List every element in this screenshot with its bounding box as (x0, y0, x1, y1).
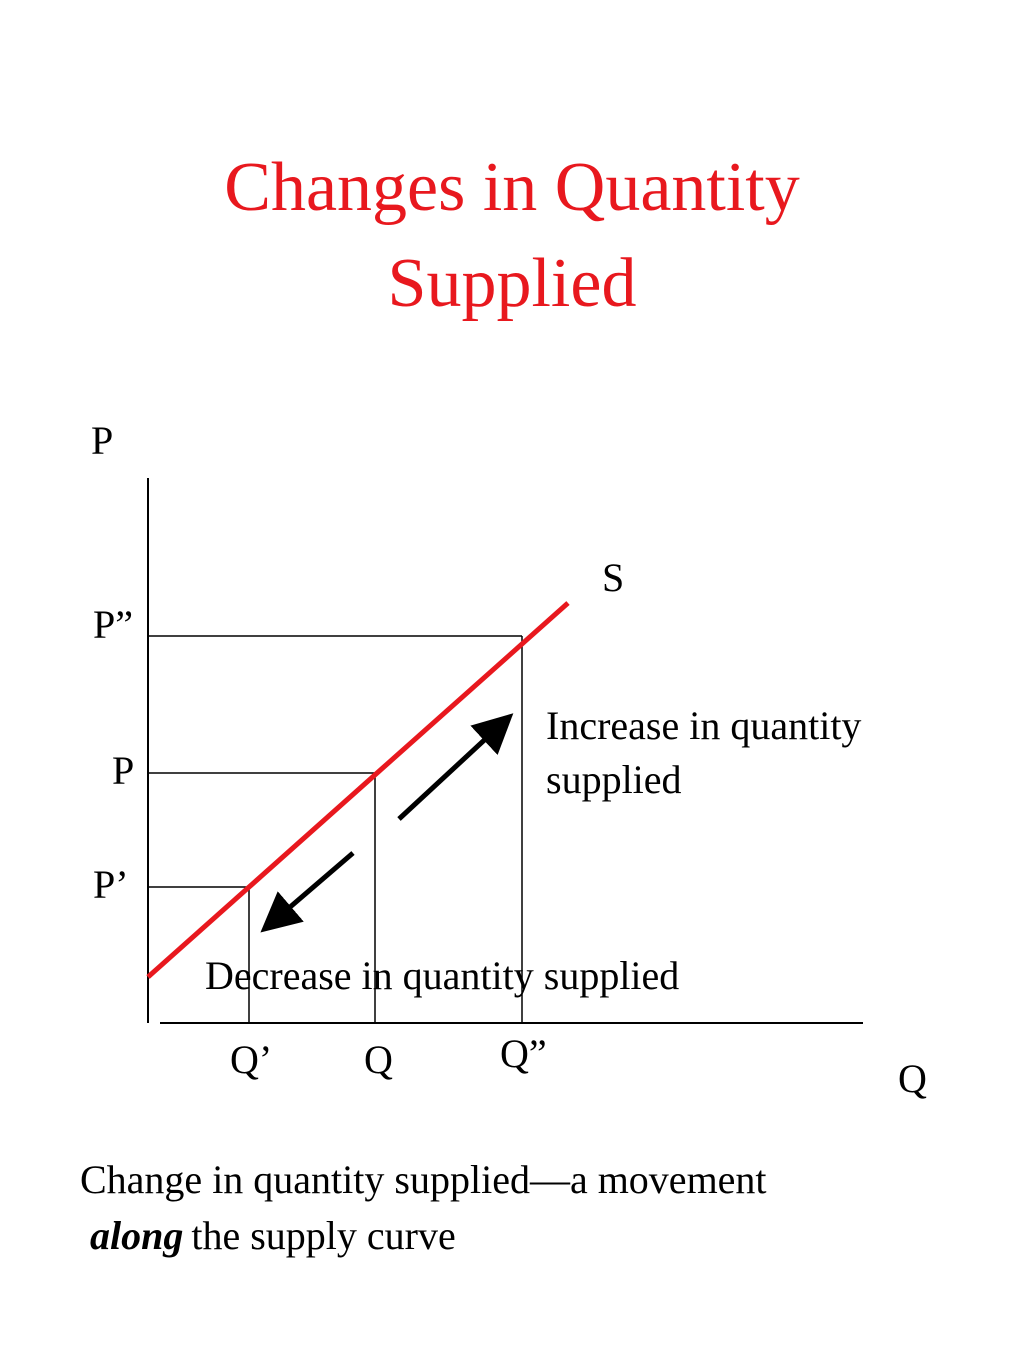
caption-line-2: the supply curve (191, 1213, 456, 1258)
decrease-arrow (260, 851, 355, 933)
supply-curve-label: S (602, 555, 624, 600)
increase-label-line-2: supplied (546, 757, 682, 802)
price-label-p: P (112, 748, 134, 793)
quantity-label-q-prime: Q’ (230, 1037, 272, 1082)
slide-title: Changes in Quantity Supplied (0, 140, 1024, 332)
slide-title-line-1: Changes in Quantity (224, 149, 800, 226)
caption-emphasis: along (90, 1213, 184, 1258)
caption-line-1: Change in quantity supplied—a movement (80, 1157, 767, 1202)
supply-curve (146, 601, 570, 979)
y-axis-label: P (91, 418, 113, 463)
increase-label-line-1: Increase in quantity (546, 703, 861, 748)
price-label-p-double-prime: P” (93, 602, 133, 647)
decrease-label: Decrease in quantity supplied (205, 953, 679, 998)
caption: Change in quantity supplied—a movement a… (80, 1152, 980, 1264)
quantity-label-q: Q (364, 1037, 393, 1082)
slide-title-line-2: Supplied (387, 245, 637, 322)
price-label-p-prime: P’ (93, 862, 129, 907)
x-axis-label: Q (898, 1056, 927, 1101)
quantity-label-q-double-prime: Q” (500, 1031, 547, 1076)
increase-arrow (397, 713, 514, 821)
